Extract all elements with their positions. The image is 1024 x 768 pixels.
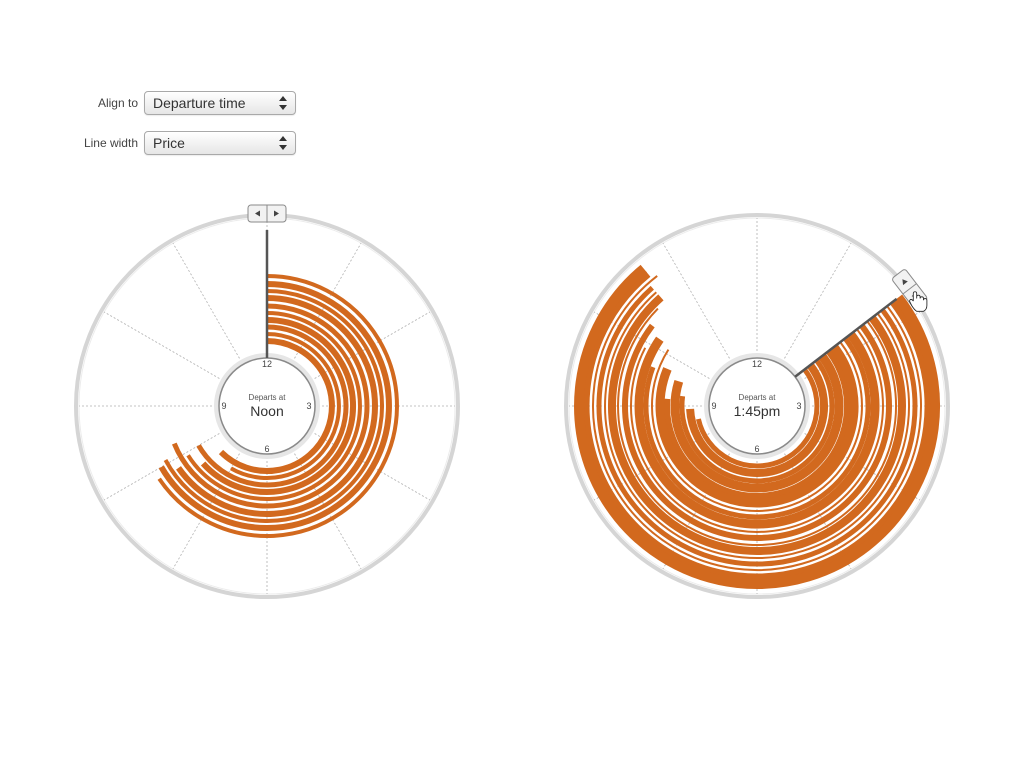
align-to-value: Departure time	[153, 95, 246, 111]
line-width-label: Line width	[83, 136, 138, 150]
stepper-buttons[interactable]	[247, 204, 287, 223]
flight-arc[interactable]	[218, 338, 335, 474]
triangle-left-icon[interactable]	[255, 210, 260, 217]
departure-value: Noon	[250, 403, 283, 419]
flight-arcs	[157, 274, 399, 538]
flight-arc[interactable]	[157, 274, 399, 538]
flight-arc[interactable]	[196, 324, 349, 488]
dial-hub: 12 3 6 9 Departs at Noon	[214, 353, 320, 459]
align-to-row: Align to Departure time	[80, 91, 296, 115]
triangle-right-icon[interactable]	[274, 210, 279, 217]
hour-label-6: 6	[264, 444, 269, 454]
stepper-divider	[902, 283, 917, 295]
hand-pointer-icon	[909, 291, 928, 312]
updown-arrows-icon	[279, 96, 287, 110]
flight-arc[interactable]	[230, 332, 341, 480]
time-handle[interactable]	[794, 269, 928, 378]
triangle-left-icon[interactable]	[900, 277, 908, 286]
updown-arrows-icon	[279, 136, 287, 150]
flight-arc[interactable]	[176, 295, 378, 517]
flight-arc[interactable]	[171, 303, 370, 509]
line-width-value: Price	[153, 135, 185, 151]
align-to-select[interactable]: Departure time	[144, 91, 296, 115]
line-width-row: Line width Price	[80, 131, 296, 155]
flight-arc[interactable]	[186, 311, 362, 501]
align-to-label: Align to	[97, 96, 138, 110]
hour-label-3: 3	[306, 401, 311, 411]
flight-arc[interactable]	[158, 281, 392, 531]
flight-arc[interactable]	[163, 289, 384, 523]
hour-label-9: 9	[221, 401, 226, 411]
hour-label-12: 12	[262, 359, 272, 369]
line-width-select[interactable]: Price	[144, 131, 296, 155]
flight-arc[interactable]	[200, 317, 357, 495]
time-handle[interactable]	[247, 204, 287, 358]
time-hand[interactable]	[794, 297, 898, 378]
departs-caption: Departs at	[249, 393, 287, 402]
